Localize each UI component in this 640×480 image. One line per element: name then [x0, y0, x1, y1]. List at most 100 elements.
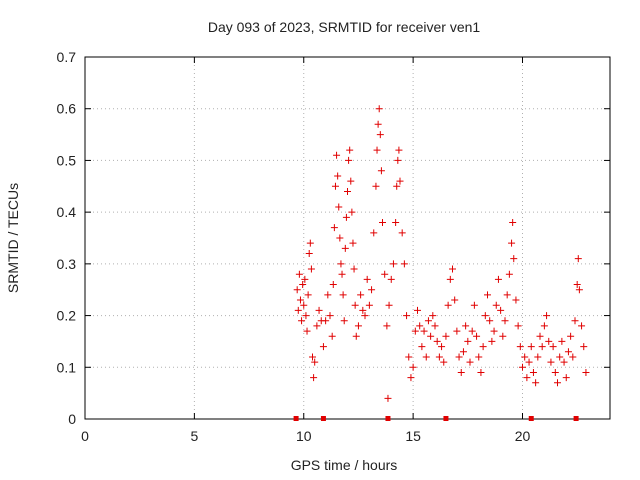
data-point	[538, 343, 546, 351]
data-point	[411, 327, 419, 335]
data-point	[457, 368, 465, 376]
data-point	[433, 337, 441, 345]
data-point	[462, 322, 470, 330]
data-point	[490, 327, 498, 335]
data-point	[306, 239, 314, 247]
data-point	[438, 343, 446, 351]
data-point	[554, 379, 561, 387]
data-point	[334, 172, 342, 180]
data-point	[307, 265, 315, 273]
data-point	[333, 151, 341, 159]
data-point	[540, 322, 548, 330]
data-point	[477, 368, 485, 376]
data-point	[479, 343, 487, 351]
data-point	[354, 322, 362, 330]
data-point	[326, 312, 334, 320]
data-point	[344, 187, 351, 195]
data-point	[324, 291, 332, 299]
data-point	[299, 281, 307, 289]
data-point	[294, 306, 302, 314]
data-point	[505, 270, 513, 278]
data-point	[512, 296, 520, 304]
baseline-marker	[573, 416, 579, 421]
data-point	[501, 317, 509, 325]
data-point	[449, 265, 456, 273]
baseline-marker	[293, 416, 299, 421]
data-point	[374, 120, 382, 128]
data-point	[351, 301, 359, 309]
data-point	[300, 301, 308, 309]
x-tick-label: 5	[190, 428, 198, 444]
baseline-marker	[443, 416, 449, 421]
data-point	[453, 327, 461, 335]
data-point	[302, 312, 310, 320]
data-point	[383, 322, 391, 330]
data-point	[564, 348, 572, 356]
data-point	[313, 322, 321, 330]
data-point	[322, 317, 330, 325]
y-tick-label: 0.6	[57, 101, 77, 117]
data-point	[350, 265, 358, 273]
data-point	[293, 286, 301, 294]
plot-frame	[84, 56, 611, 420]
data-point	[484, 291, 491, 299]
data-point	[328, 332, 336, 340]
data-point	[310, 374, 318, 382]
data-point	[393, 182, 401, 190]
data-point	[403, 312, 411, 320]
data-point	[407, 374, 415, 382]
data-point	[394, 156, 402, 164]
y-tick-label: 0.3	[57, 256, 77, 272]
data-point	[510, 255, 518, 263]
data-point	[549, 343, 557, 351]
y-tick-label: 0.5	[57, 152, 77, 168]
data-point	[473, 332, 481, 340]
y-tick-label: 0.4	[57, 204, 77, 220]
x-tick-label: 15	[405, 428, 421, 444]
data-point	[444, 301, 452, 309]
data-point	[373, 146, 381, 154]
x-tick-label: 20	[515, 428, 531, 444]
data-point	[365, 301, 373, 309]
data-point	[455, 353, 463, 361]
data-point	[335, 203, 343, 211]
data-point	[451, 296, 459, 304]
y-tick-label: 0.7	[57, 49, 77, 65]
data-point	[466, 358, 474, 366]
y-tick-label: 0	[68, 411, 76, 427]
data-point	[459, 348, 467, 356]
data-point	[558, 337, 566, 345]
data-point	[470, 301, 478, 309]
data-point	[516, 343, 524, 351]
data-point	[347, 177, 355, 185]
data-point	[301, 275, 309, 283]
data-points	[293, 105, 590, 402]
x-tick-label: 0	[81, 428, 89, 444]
data-point	[338, 270, 346, 278]
data-point	[527, 343, 535, 351]
y-axis-label: SRMTID / TECUs	[5, 183, 21, 293]
data-point	[349, 239, 357, 247]
data-point	[571, 317, 579, 325]
data-point	[560, 358, 568, 366]
data-point	[298, 317, 306, 325]
data-point	[562, 374, 570, 382]
data-point	[536, 332, 544, 340]
data-point	[569, 353, 577, 361]
baseline-marker	[385, 416, 391, 421]
data-point	[475, 353, 483, 361]
data-point	[381, 270, 389, 278]
data-point	[392, 218, 400, 226]
data-point	[396, 177, 404, 185]
data-point	[352, 332, 360, 340]
data-point	[409, 363, 417, 371]
data-point	[305, 250, 313, 258]
data-point	[336, 234, 344, 242]
data-point	[573, 281, 581, 289]
data-point	[521, 353, 529, 361]
data-point	[340, 317, 348, 325]
data-point	[534, 353, 542, 361]
data-point	[296, 296, 304, 304]
baseline-marker	[320, 416, 326, 421]
